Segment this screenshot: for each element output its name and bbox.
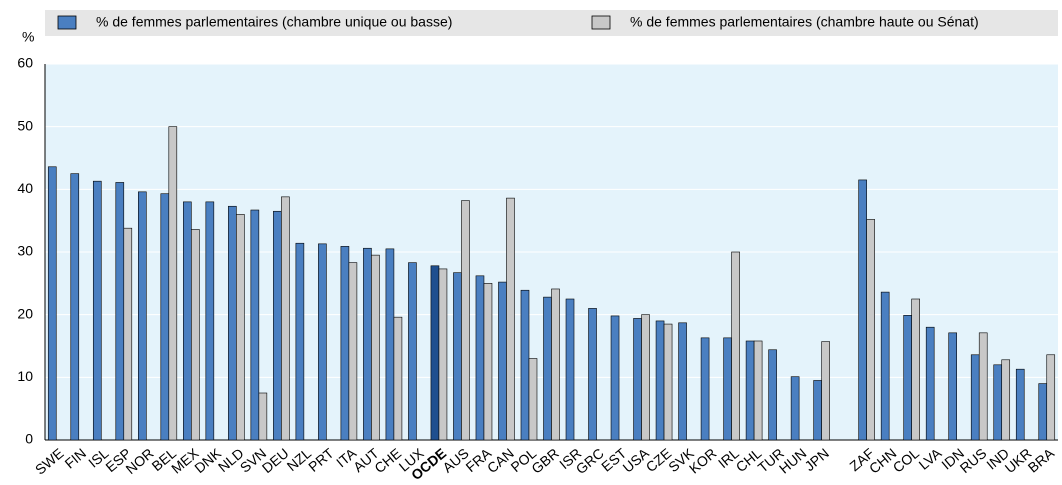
- y-tick-label: 0: [25, 431, 33, 447]
- bar: [340, 246, 350, 441]
- y-tick-label: 30: [17, 243, 33, 259]
- y-axis-label: %: [22, 29, 34, 45]
- bar: [948, 332, 958, 441]
- bar: [393, 316, 403, 441]
- bar: [633, 318, 642, 441]
- bar: [371, 254, 380, 441]
- bar: [925, 326, 935, 441]
- bar: [1038, 383, 1048, 441]
- bar: [641, 314, 650, 441]
- bar: [543, 296, 552, 441]
- bar: [520, 289, 530, 441]
- bar: [138, 191, 147, 441]
- bar: [565, 298, 575, 441]
- bar: [183, 201, 192, 441]
- x-tick-label: KOR: [686, 445, 720, 477]
- bar: [228, 205, 237, 441]
- bar: [461, 200, 470, 441]
- bar: [281, 196, 290, 441]
- bar: [1001, 359, 1011, 441]
- y-tick-label: 40: [17, 180, 33, 196]
- bar: [483, 283, 493, 441]
- bar: [273, 210, 282, 441]
- bar: [430, 265, 440, 441]
- bar: [1046, 354, 1056, 441]
- bar: [453, 272, 462, 441]
- bar: [768, 349, 777, 441]
- bar: [678, 322, 687, 441]
- bar: [655, 320, 665, 441]
- bar: [92, 180, 102, 441]
- legend-swatch: [591, 15, 611, 30]
- bar: [588, 308, 597, 441]
- bar: [123, 227, 133, 441]
- bar: [236, 214, 245, 441]
- bar: [438, 268, 448, 441]
- bar: [506, 197, 515, 441]
- x-tick-label: SWE: [32, 445, 67, 478]
- y-tick-label: 50: [17, 117, 33, 133]
- bar: [191, 229, 200, 441]
- bar: [723, 337, 732, 441]
- bar: [903, 314, 912, 441]
- bar: [70, 173, 80, 441]
- bar: [911, 298, 920, 441]
- bar: [363, 247, 372, 441]
- legend-band: [45, 10, 1058, 36]
- bar: [205, 201, 215, 441]
- x-tick-label: PRT: [305, 445, 337, 475]
- bar: [700, 337, 710, 441]
- bar: [115, 182, 125, 441]
- bar: [821, 341, 830, 441]
- bar: [731, 251, 740, 441]
- bar: [528, 358, 538, 441]
- bar: [663, 323, 673, 441]
- bar: [168, 126, 178, 441]
- bar: [753, 340, 763, 441]
- legend-swatch: [57, 15, 77, 30]
- bar: [250, 209, 260, 441]
- bar: [880, 291, 890, 441]
- bar: [318, 243, 327, 441]
- bar: [551, 288, 560, 441]
- bar: [866, 219, 875, 441]
- bar: [408, 262, 417, 441]
- bar: [47, 166, 57, 441]
- y-tick-label: 20: [17, 305, 33, 321]
- bar: [993, 364, 1003, 441]
- y-tick-label: 60: [17, 55, 33, 71]
- bar: [475, 275, 485, 441]
- x-tick-label: JPN: [801, 445, 832, 474]
- bar: [348, 262, 358, 441]
- bar: [745, 340, 755, 441]
- x-tick-label: BRA: [1025, 444, 1058, 475]
- bar: [160, 193, 170, 441]
- bar: [970, 354, 980, 441]
- bar: [978, 332, 988, 441]
- bar: [258, 392, 268, 441]
- bar: [610, 315, 620, 441]
- bar: [813, 380, 822, 441]
- bar: [858, 179, 867, 441]
- bar: [1015, 368, 1025, 441]
- y-tick-label: 10: [17, 368, 33, 384]
- bar: [385, 248, 395, 441]
- bar: [790, 376, 800, 441]
- legend-label: % de femmes parlementaires (chambre haut…: [630, 14, 979, 30]
- legend-label: % de femmes parlementaires (chambre uniq…: [96, 14, 452, 30]
- bar: [295, 242, 305, 441]
- bar: [498, 281, 507, 441]
